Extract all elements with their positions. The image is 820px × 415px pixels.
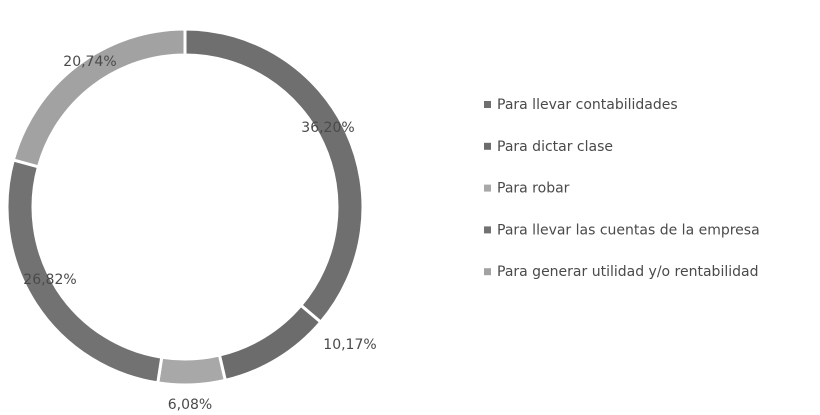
donut-segment	[11, 27, 187, 169]
legend-marker	[484, 268, 491, 276]
legend-label: Para llevar las cuentas de la empresa	[497, 222, 760, 238]
donut-segment	[217, 303, 323, 383]
data-label: 20,74%	[63, 54, 116, 70]
legend-marker	[484, 142, 491, 150]
data-label: 10,17%	[323, 337, 376, 353]
donut-segment	[156, 353, 228, 387]
legend-marker	[484, 226, 491, 234]
legend-marker	[484, 101, 491, 108]
data-label: 36,20%	[301, 120, 354, 136]
data-label: 6,08%	[168, 397, 212, 413]
legend-label: Para generar utilidad y/o rentabilidad	[497, 264, 758, 280]
legend-label: Para llevar contabilidades	[497, 97, 678, 113]
legend-label: Para dictar clase	[497, 139, 613, 155]
legend-label: Para robar	[497, 181, 570, 197]
donut-segment	[183, 27, 365, 325]
data-label: 26,82%	[23, 272, 76, 288]
legend-marker	[484, 184, 491, 192]
